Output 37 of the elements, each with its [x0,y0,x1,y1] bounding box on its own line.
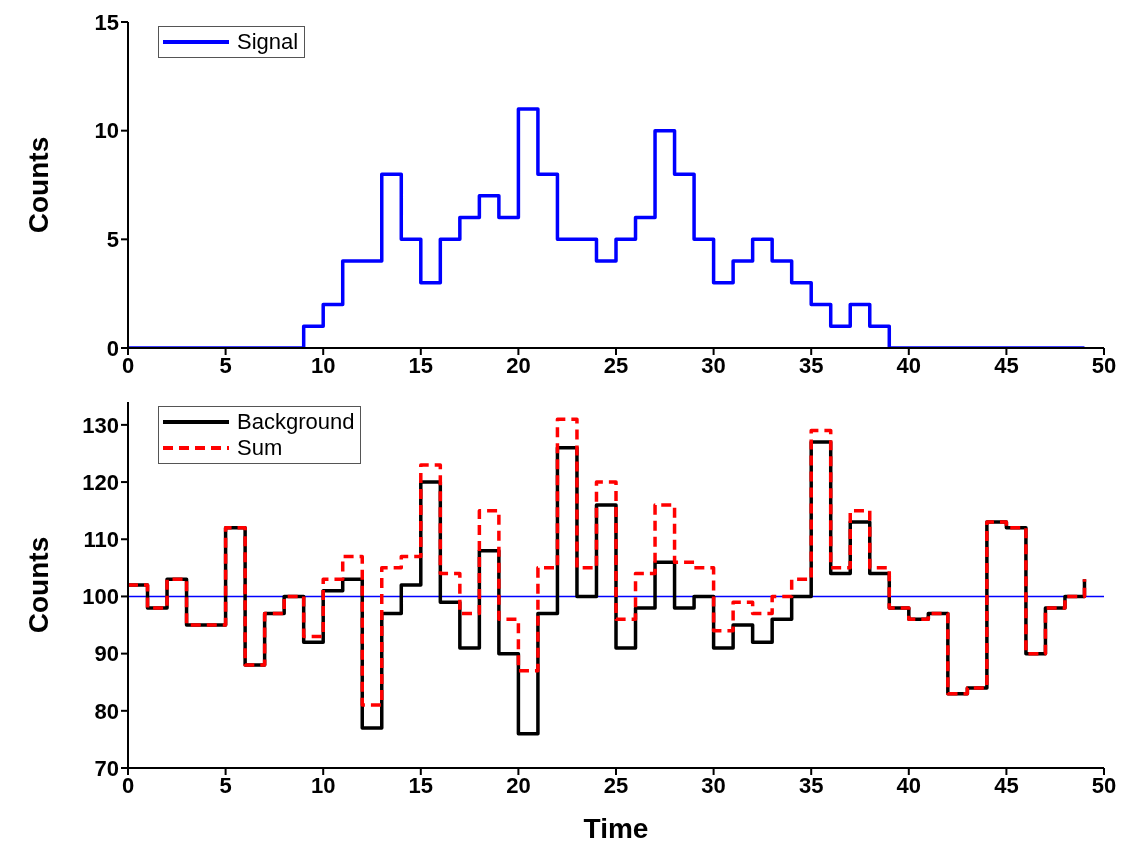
x-tick-label: 20 [506,352,531,378]
legend-label: Sum [237,435,283,461]
x-tick-label: 30 [701,772,726,798]
x-tick-label: 30 [701,352,726,378]
x-tick-label: 15 [408,772,434,798]
legend-label: Signal [237,29,299,55]
x-tick-label: 35 [798,352,824,378]
x-axis-title: Time [583,813,649,844]
y-tick-label: 10 [94,118,119,144]
x-tick-label: 40 [896,772,922,798]
x-tick-label: 40 [896,352,922,378]
y-tick-label: 130 [82,412,119,438]
y-tick-label: 120 [82,469,119,495]
y-tick-label: 70 [94,755,119,781]
x-tick-label: 20 [506,772,531,798]
x-tick-label: 25 [603,772,629,798]
y-axis-title: Counts [22,136,54,234]
x-tick-label: 5 [219,352,232,378]
x-tick-label: 5 [219,772,232,798]
x-tick-label: 50 [1091,772,1117,798]
x-tick-label: 35 [798,772,824,798]
y-tick-label: 100 [82,584,119,610]
y-tick-label: 15 [94,9,119,35]
y-tick-label: 5 [106,227,119,253]
y-tick-label: 80 [94,698,119,724]
y-tick-label: 110 [83,527,119,553]
x-tick-label: 50 [1091,352,1117,378]
x-tick-label: 45 [994,772,1019,798]
y-tick-label: 90 [94,641,119,667]
x-tick-label: 15 [408,352,434,378]
x-tick-label: 25 [603,352,629,378]
y-tick-label: 0 [106,335,119,361]
legend-label: Background [237,409,355,435]
x-tick-label: 45 [994,352,1019,378]
y-axis-title: Counts [22,536,54,634]
x-tick-label: 10 [310,352,336,378]
x-tick-label: 10 [310,772,336,798]
